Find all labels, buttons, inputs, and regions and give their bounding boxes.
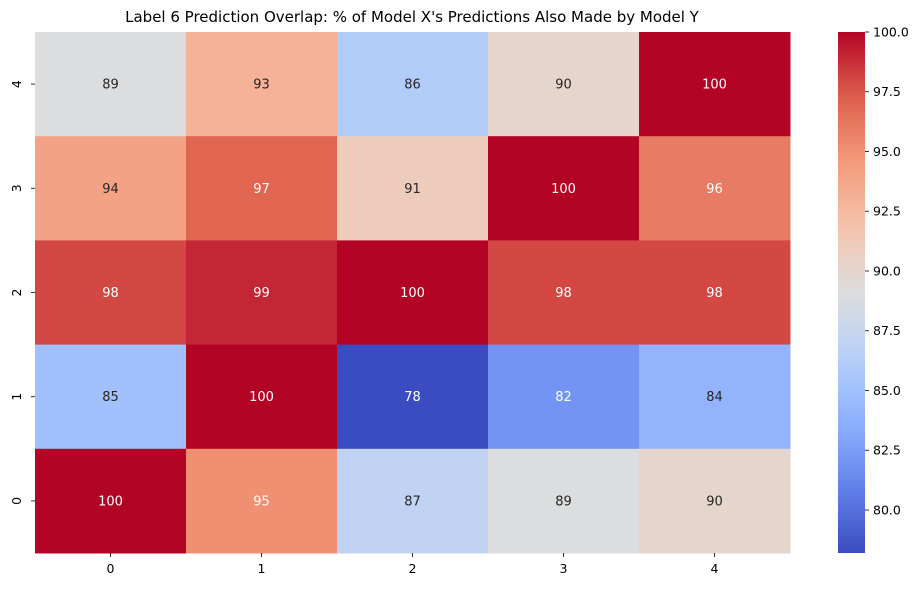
heatmap-cell (35, 448, 187, 554)
chart-title: Label 6 Prediction Overlap: % of Model X… (125, 8, 700, 26)
cell-value-label: 100 (551, 182, 576, 197)
cell-value-label: 85 (102, 390, 119, 405)
heatmap-cell (337, 136, 489, 241)
x-tick-label: 0 (107, 561, 115, 576)
x-tick-label: 3 (560, 561, 568, 576)
colorbar-tick-label: 85.0 (873, 383, 901, 398)
cell-value-label: 78 (404, 390, 421, 405)
y-tick-label: 4 (9, 80, 24, 88)
colorbar-tick-label: 95.0 (873, 144, 901, 159)
colorbar-tick-label: 82.5 (873, 443, 901, 458)
colorbar: 80.0 82.5 85.0 87.5 90.0 92.5 95.0 97.5 100.0 (838, 25, 909, 553)
colorbar-tick-label: 100.0 (873, 25, 909, 40)
cell-value-label: 91 (404, 182, 421, 197)
colorbar-tick-label: 80.0 (873, 502, 901, 517)
heatmap-cell (337, 448, 489, 554)
heatmap-cell (337, 344, 489, 450)
cell-value-label: 93 (253, 78, 270, 93)
heatmap-cell (639, 32, 791, 137)
cell-value-label: 100 (702, 78, 727, 93)
cell-value-label: 89 (555, 494, 572, 509)
heatmap-cell (337, 32, 489, 137)
heatmap-cell (337, 240, 489, 346)
colorbar-tick-label: 87.5 (873, 323, 901, 338)
heatmap-cell (186, 32, 338, 137)
cell-value-label: 98 (102, 286, 119, 301)
cell-value-label: 98 (555, 286, 572, 301)
heatmap-cell (488, 448, 640, 554)
cell-value-label: 94 (102, 182, 119, 197)
cell-value-label: 99 (253, 286, 270, 301)
cell-value-label: 100 (400, 286, 425, 301)
y-tick-label: 0 (9, 497, 24, 505)
heatmap-cell (35, 240, 187, 346)
y-tick-label: 3 (9, 184, 24, 192)
x-axis: 0 1 2 3 4 (107, 553, 719, 576)
x-tick-label: 4 (711, 561, 719, 576)
cell-value-label: 97 (253, 182, 270, 197)
heatmap-cell (35, 32, 187, 137)
heatmap-cell (488, 240, 640, 346)
heatmap-cell (639, 136, 791, 241)
colorbar-tick-label: 97.5 (873, 84, 901, 99)
heatmap-cell-labels: 89 93 86 90 100 94 97 91 100 96 98 99 100 98 98 85 100 78… (98, 78, 727, 510)
x-tick-label: 1 (258, 561, 266, 576)
y-axis: 4 3 2 1 0 (9, 80, 35, 505)
cell-value-label: 87 (404, 494, 421, 509)
y-tick-label: 1 (9, 393, 24, 401)
heatmap-cell (488, 32, 640, 137)
heatmap-cell (488, 136, 640, 241)
cell-value-label: 84 (706, 390, 723, 405)
colorbar-gradient (838, 32, 865, 553)
cell-value-label: 96 (706, 182, 723, 197)
heatmap-cell (35, 136, 187, 241)
x-tick-label: 2 (409, 561, 417, 576)
colorbar-tick-label: 92.5 (873, 204, 901, 219)
heatmap-cell (186, 240, 338, 346)
colorbar-tick-label: 90.0 (873, 263, 901, 278)
heatmap-cell (35, 344, 187, 450)
cell-value-label: 86 (404, 78, 421, 93)
y-tick-label: 2 (9, 289, 24, 297)
heatmap-cell (488, 344, 640, 450)
cell-value-label: 95 (253, 494, 270, 509)
cell-value-label: 90 (555, 78, 572, 93)
heatmap-cell (639, 240, 791, 346)
heatmap-cell (186, 344, 338, 450)
cell-value-label: 100 (98, 494, 123, 509)
heatmap-cell (639, 344, 791, 450)
heatmap-cells (35, 32, 791, 554)
heatmap-cell (186, 136, 338, 241)
cell-value-label: 98 (706, 286, 723, 301)
cell-value-label: 82 (555, 390, 572, 405)
heatmap-cell (639, 448, 791, 554)
heatmap-cell (186, 448, 338, 554)
cell-value-label: 90 (706, 494, 723, 509)
cell-value-label: 89 (102, 78, 119, 93)
cell-value-label: 100 (249, 390, 274, 405)
